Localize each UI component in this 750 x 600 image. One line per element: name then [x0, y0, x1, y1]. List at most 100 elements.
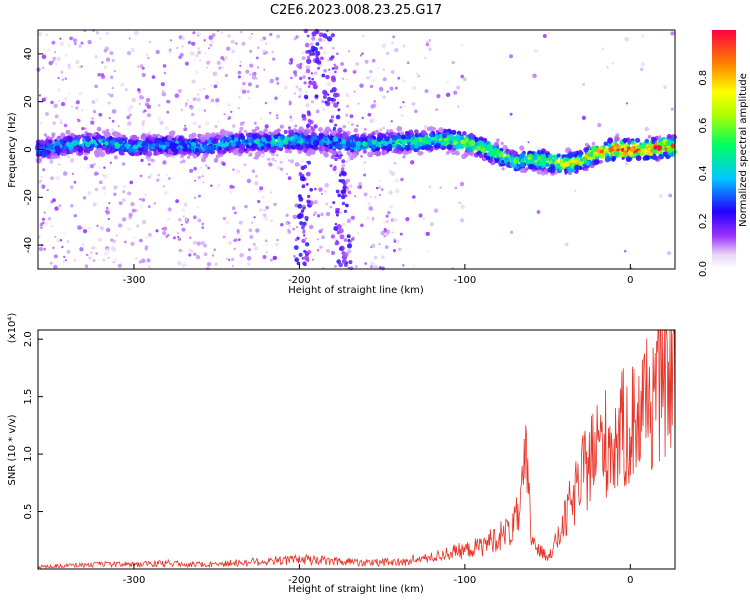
spectrogram-noise-point — [239, 126, 244, 131]
spectrogram-noise-point — [385, 219, 389, 224]
spectrogram-noise-point — [155, 229, 159, 233]
spectrogram-noise-point — [329, 205, 333, 209]
spectrogram-ridge-point — [417, 150, 423, 156]
spectrogram-noise-point — [395, 188, 400, 193]
spectrogram-noise-point — [131, 208, 136, 213]
spectrogram-noise-point — [391, 42, 394, 45]
spectrogram-noise-point — [274, 159, 277, 163]
spectrogram-noise-point — [177, 217, 182, 222]
spectrogram-noise-point — [96, 224, 99, 227]
spectrogram-noise-point — [57, 77, 60, 79]
spectrogram-ridge-point — [260, 145, 265, 150]
spectrogram-noise-point — [254, 71, 257, 75]
spectrogram-noise-point — [222, 162, 226, 166]
spectrogram-noise-point — [180, 108, 184, 112]
spectrogram-ridge-point — [435, 130, 439, 134]
spectrogram-noise-point — [39, 122, 42, 125]
spectrogram-noise-point — [319, 245, 323, 249]
spectrogram-ridge-point — [613, 150, 620, 157]
spectrogram-noise-point — [113, 70, 116, 72]
spectrogram-noise-point — [113, 185, 118, 190]
spectrogram-ridge-point — [238, 130, 242, 134]
spectrogram-noise-point — [145, 236, 148, 239]
spectrogram-noise-point — [373, 100, 377, 103]
spectrogram-noise-point — [67, 92, 71, 95]
spectrogram-noise-point — [251, 169, 256, 173]
spectrogram-noise-point — [110, 246, 116, 251]
spectrogram-ridge-point — [323, 151, 329, 157]
spectrogram-noise-point — [111, 119, 115, 123]
spectrogram-ridge-point — [266, 143, 272, 148]
spectrogram-ridge-point — [505, 148, 510, 153]
spectrogram-ridge-point — [153, 147, 157, 152]
spectrogram-noise-point — [374, 255, 378, 260]
spectrogram-ridge-point — [426, 126, 432, 132]
spectrogram-ridge-point — [146, 150, 153, 157]
spectrogram-ridge-point — [446, 135, 450, 139]
spectrogram-streak-point — [307, 76, 311, 80]
spectrogram-noise-point — [225, 114, 229, 119]
spectrogram-noise-point — [197, 108, 200, 111]
spectrogram-ridge-point — [194, 147, 200, 153]
spectrogram-ridge-point — [658, 154, 665, 160]
spectrogram-noise-point — [147, 157, 152, 162]
spectrogram-ridge-point — [362, 149, 367, 154]
spectrogram-noise-point — [439, 186, 442, 189]
spectrogram-noise-point — [203, 39, 206, 42]
spectrogram-noise-point — [52, 121, 56, 125]
spectrogram-noise-point — [177, 88, 182, 94]
spectrogram-noise-point — [418, 213, 423, 218]
spectrogram-noise-point — [54, 50, 57, 54]
spectrogram-streak-point — [308, 80, 312, 83]
spectrogram-noise-point — [189, 168, 194, 173]
spectrogram-noise-point — [369, 69, 373, 74]
spectrogram-noise-point — [101, 61, 104, 64]
spectrogram-noise-point — [312, 258, 315, 261]
spectrogram-ridge-point — [396, 144, 402, 150]
spectrogram-streak-point — [301, 238, 306, 244]
spectrogram-noise-point — [139, 238, 143, 243]
spectrogram-x-label: Height of straight line (km) — [288, 285, 424, 296]
spectrogram-noise-point — [100, 73, 105, 77]
spectrogram-noise-point — [295, 225, 299, 229]
x-tick-label: -200 — [288, 575, 311, 586]
spectrogram-noise-point — [230, 110, 233, 113]
spectrogram-noise-point — [255, 174, 258, 178]
spectrogram-noise-point — [98, 112, 103, 117]
spectrogram-ridge-point — [330, 130, 335, 135]
spectrogram-ridge-point — [227, 136, 232, 141]
spectrogram-noise-point — [565, 242, 569, 247]
spectrogram-noise-point — [50, 176, 54, 180]
spectrogram-noise-point — [237, 70, 242, 75]
y-tick-label: 0 — [23, 146, 34, 152]
spectrogram-noise-point — [111, 59, 115, 62]
spectrogram-ridge-point — [603, 141, 608, 146]
spectrogram-streak-point — [314, 59, 319, 64]
spectrogram-noise-point — [111, 109, 117, 114]
spectrogram-noise-point — [162, 160, 167, 165]
spectrogram-noise-point — [196, 97, 201, 102]
spectrogram-noise-point — [195, 54, 199, 58]
spectrogram-noise-point — [371, 131, 376, 136]
spectrogram-noise-point — [392, 249, 397, 253]
spectrogram-noise-point — [147, 163, 151, 166]
spectrogram-ridge-point — [377, 144, 381, 148]
spectrogram-ridge-point — [273, 140, 277, 144]
spectrogram-noise-point — [460, 43, 464, 47]
spectrogram-noise-point — [289, 118, 293, 123]
spectrogram-streak-point — [322, 89, 328, 95]
spectrogram-noise-point — [157, 173, 161, 177]
spectrogram-ridge-point — [532, 155, 538, 161]
spectrogram-noise-point — [204, 52, 208, 55]
spectrogram-noise-point — [273, 202, 277, 207]
spectrogram-noise-point — [183, 202, 188, 207]
spectrogram-noise-point — [64, 96, 69, 101]
spectrogram-noise-point — [196, 31, 202, 36]
spectrogram-noise-layer — [36, 28, 675, 271]
spectrogram-ridge-point — [88, 132, 93, 138]
spectrogram-noise-point — [181, 227, 186, 232]
spectrogram-noise-point — [315, 109, 320, 114]
spectrogram-noise-point — [177, 235, 180, 238]
spectrogram-noise-point — [390, 171, 395, 176]
spectrogram-ridge-point — [463, 152, 469, 158]
